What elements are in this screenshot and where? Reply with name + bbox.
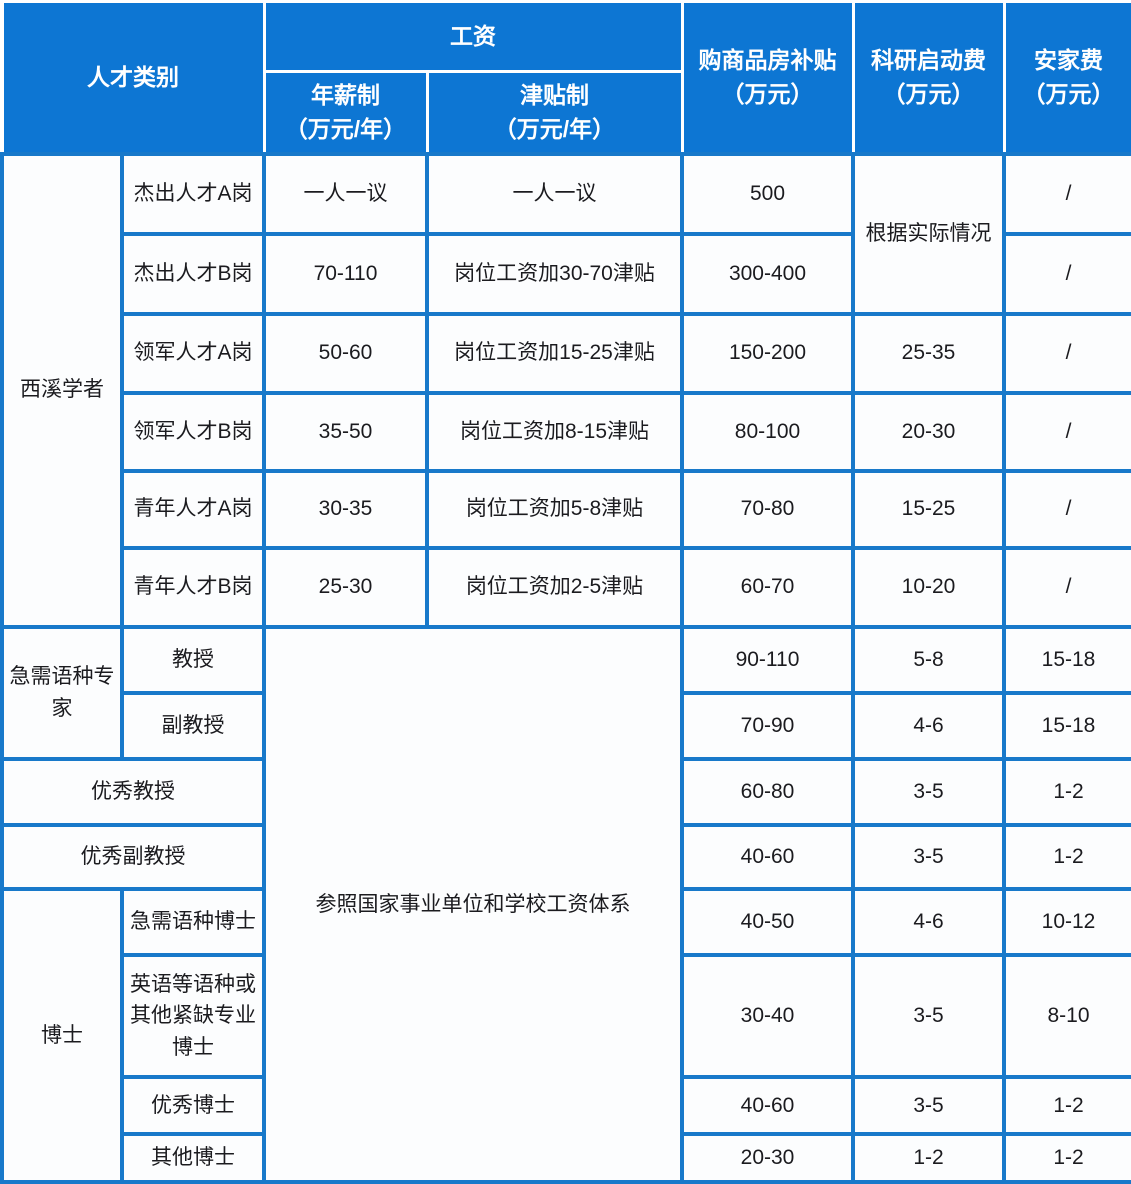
category-cell: 优秀博士 xyxy=(120,1074,266,1136)
category-cell: 领军人才A岗 xyxy=(120,311,266,395)
housing-subsidy-cell: 40-50 xyxy=(680,886,855,957)
table-row: 杰出人才B岗 70-110 岗位工资加30-70津贴 300-400 / xyxy=(2,231,1131,316)
table-row: 优秀副教授 40-60 3-5 1-2 xyxy=(0,822,1131,891)
research-fund-cell: 5-8 xyxy=(851,624,1006,695)
housing-subsidy-cell: 70-90 xyxy=(680,690,855,761)
category-cell-excellent-associate-professor: 优秀副教授 xyxy=(0,822,266,891)
settling-fee-cell: / xyxy=(1002,390,1131,473)
table-row: 优秀博士 40-60 3-5 1-2 xyxy=(2,1074,1131,1136)
salary-reference-note-cell: 参照国家事业单位和学校工资体系 xyxy=(262,624,684,1184)
table-row: 副教授 70-90 4-6 15-18 xyxy=(2,690,1131,761)
settling-fee-cell: 1-2 xyxy=(1002,822,1131,891)
annual-salary-cell: 25-30 xyxy=(262,545,429,629)
annual-salary-cell: 35-50 xyxy=(262,390,429,473)
housing-subsidy-cell: 60-80 xyxy=(680,756,855,827)
research-fund-cell: 3-5 xyxy=(851,1074,1006,1136)
table-row: 年薪制 （万元/年） 津贴制 （万元/年） xyxy=(2,70,1131,155)
research-fund-cell: 20-30 xyxy=(851,390,1006,473)
allowance-cell: 岗位工资加30-70津贴 xyxy=(425,231,684,316)
category-cell-excellent-professor: 优秀教授 xyxy=(0,756,266,827)
category-cell: 其他博士 xyxy=(120,1131,266,1184)
settling-fee-cell: / xyxy=(1002,311,1131,395)
table-row: 青年人才B岗 25-30 岗位工资加2-5津贴 60-70 10-20/ xyxy=(2,545,1131,629)
research-fund-cell: 25-35 xyxy=(851,311,1006,395)
settling-fee-cell: / xyxy=(1002,231,1131,316)
category-cell: 青年人才A岗 xyxy=(120,468,266,550)
settling-fee-cell: 1-2 xyxy=(1002,756,1131,827)
category-cell: 教授 xyxy=(120,624,266,695)
header-settling-in-allowance: 安家费 （万元） xyxy=(1002,0,1131,155)
research-fund-cell: 10-20 xyxy=(851,545,1006,629)
table-row: 优秀教授 60-80 3-5 1-2 xyxy=(0,756,1131,827)
category-cell: 副教授 xyxy=(120,690,266,761)
category-cell: 杰出人才A岗 xyxy=(120,151,266,236)
table-row: 领军人才B岗 35-50 岗位工资加8-15津贴 80-100 20-30/ xyxy=(2,390,1131,473)
category-cell: 英语等语种或其他紧缺专业博士 xyxy=(120,952,266,1079)
allowance-cell: 岗位工资加15-25津贴 xyxy=(425,311,684,395)
research-fund-cell: 3-5 xyxy=(851,952,1006,1079)
table-row: 其他博士 20-30 1-2 1-2 xyxy=(2,1131,1131,1184)
annual-salary-cell: 50-60 xyxy=(262,311,429,395)
housing-subsidy-cell: 60-70 xyxy=(680,545,855,629)
housing-subsidy-cell: 40-60 xyxy=(680,1074,855,1136)
research-fund-cell: 15-25 xyxy=(851,468,1006,550)
settling-fee-cell: / xyxy=(1002,545,1131,629)
housing-subsidy-cell: 40-60 xyxy=(680,822,855,891)
housing-subsidy-cell: 80-100 xyxy=(680,390,855,473)
table-row: 博士 急需语种博士 40-50 4-6 10-12 xyxy=(0,886,1131,1184)
header-annual-salary-system: 年薪制 （万元/年） xyxy=(262,70,429,155)
settling-fee-cell: 8-10 xyxy=(1002,952,1131,1079)
category-cell: 急需语种博士 xyxy=(120,886,266,957)
research-fund-cell: 3-5 xyxy=(851,822,1006,891)
annual-salary-cell: 30-35 xyxy=(262,468,429,550)
research-fund-cell: 4-6 xyxy=(851,886,1006,957)
group-label-xixi-scholar: 西溪学者 xyxy=(0,151,124,629)
allowance-cell: 岗位工资加8-15津贴 xyxy=(425,390,684,473)
header-allowance-system: 津贴制 （万元/年） xyxy=(425,70,684,155)
settling-fee-cell: / xyxy=(1002,468,1131,550)
housing-subsidy-cell: 500 xyxy=(680,151,855,236)
category-cell: 杰出人才B岗 xyxy=(120,231,266,316)
annual-salary-cell: 70-110 xyxy=(262,231,429,316)
housing-subsidy-cell: 70-80 xyxy=(680,468,855,550)
research-fund-cell: 根据实际情况 xyxy=(851,151,1006,316)
research-fund-cell: 4-6 xyxy=(851,690,1006,761)
group-label-doctor: 博士 xyxy=(0,886,124,1184)
category-cell: 青年人才B岗 xyxy=(120,545,266,629)
table-row: 领军人才A岗 50-60 岗位工资加15-25津贴 150-200 25-35/ xyxy=(2,311,1131,395)
settling-fee-cell: 15-18 xyxy=(1002,624,1131,695)
settling-fee-cell: 15-18 xyxy=(1002,690,1131,761)
header-salary: 工资 xyxy=(262,0,684,73)
allowance-cell: 一人一议 xyxy=(425,151,684,236)
allowance-cell: 岗位工资加5-8津贴 xyxy=(425,468,684,550)
table-row: 急需语种专家 教授 参照国家事业单位和学校工资体系 90-110 5-8 15-18 xyxy=(0,624,1131,1184)
table-row: 人才类别 工资 购商品房补贴 （万元） 科研启动费 （万元） 安家费 （万元） xyxy=(0,0,1131,155)
settling-fee-cell: 1-2 xyxy=(1002,1074,1131,1136)
table-row: 英语等语种或其他紧缺专业博士 30-40 3-5 8-10 xyxy=(2,952,1131,1079)
header-research-startup-fund: 科研启动费 （万元） xyxy=(851,0,1006,155)
allowance-cell: 岗位工资加2-5津贴 xyxy=(425,545,684,629)
table-body: 西溪学者 杰出人才A岗 一人一议 一人一议 500 根据实际情况 / 杰出人才B岗 70-110… xyxy=(0,151,1131,1184)
settling-fee-cell: / xyxy=(1002,151,1131,236)
housing-subsidy-cell: 20-30 xyxy=(680,1131,855,1184)
table-header: 人才类别 工资 购商品房补贴 （万元） 科研启动费 （万元） 安家费 （万元） 年薪制 （… xyxy=(0,0,1131,155)
table-row: 西溪学者 杰出人才A岗 一人一议 一人一议 500 根据实际情况 / xyxy=(0,151,1131,629)
settling-fee-cell: 1-2 xyxy=(1002,1131,1131,1184)
category-cell: 领军人才B岗 xyxy=(120,390,266,473)
header-talent-category: 人才类别 xyxy=(0,0,266,155)
housing-subsidy-cell: 150-200 xyxy=(680,311,855,395)
housing-subsidy-cell: 300-400 xyxy=(680,231,855,316)
header-housing-purchase-subsidy: 购商品房补贴 （万元） xyxy=(680,0,855,155)
housing-subsidy-cell: 30-40 xyxy=(680,952,855,1079)
group-label-urgent-language-experts: 急需语种专家 xyxy=(0,624,124,761)
annual-salary-cell: 一人一议 xyxy=(262,151,429,236)
table-row: 青年人才A岗 30-35 岗位工资加5-8津贴 70-80 15-25/ xyxy=(2,468,1131,550)
research-fund-cell: 1-2 xyxy=(851,1131,1006,1184)
research-fund-cell: 3-5 xyxy=(851,756,1006,827)
settling-fee-cell: 10-12 xyxy=(1002,886,1131,957)
housing-subsidy-cell: 90-110 xyxy=(680,624,855,695)
